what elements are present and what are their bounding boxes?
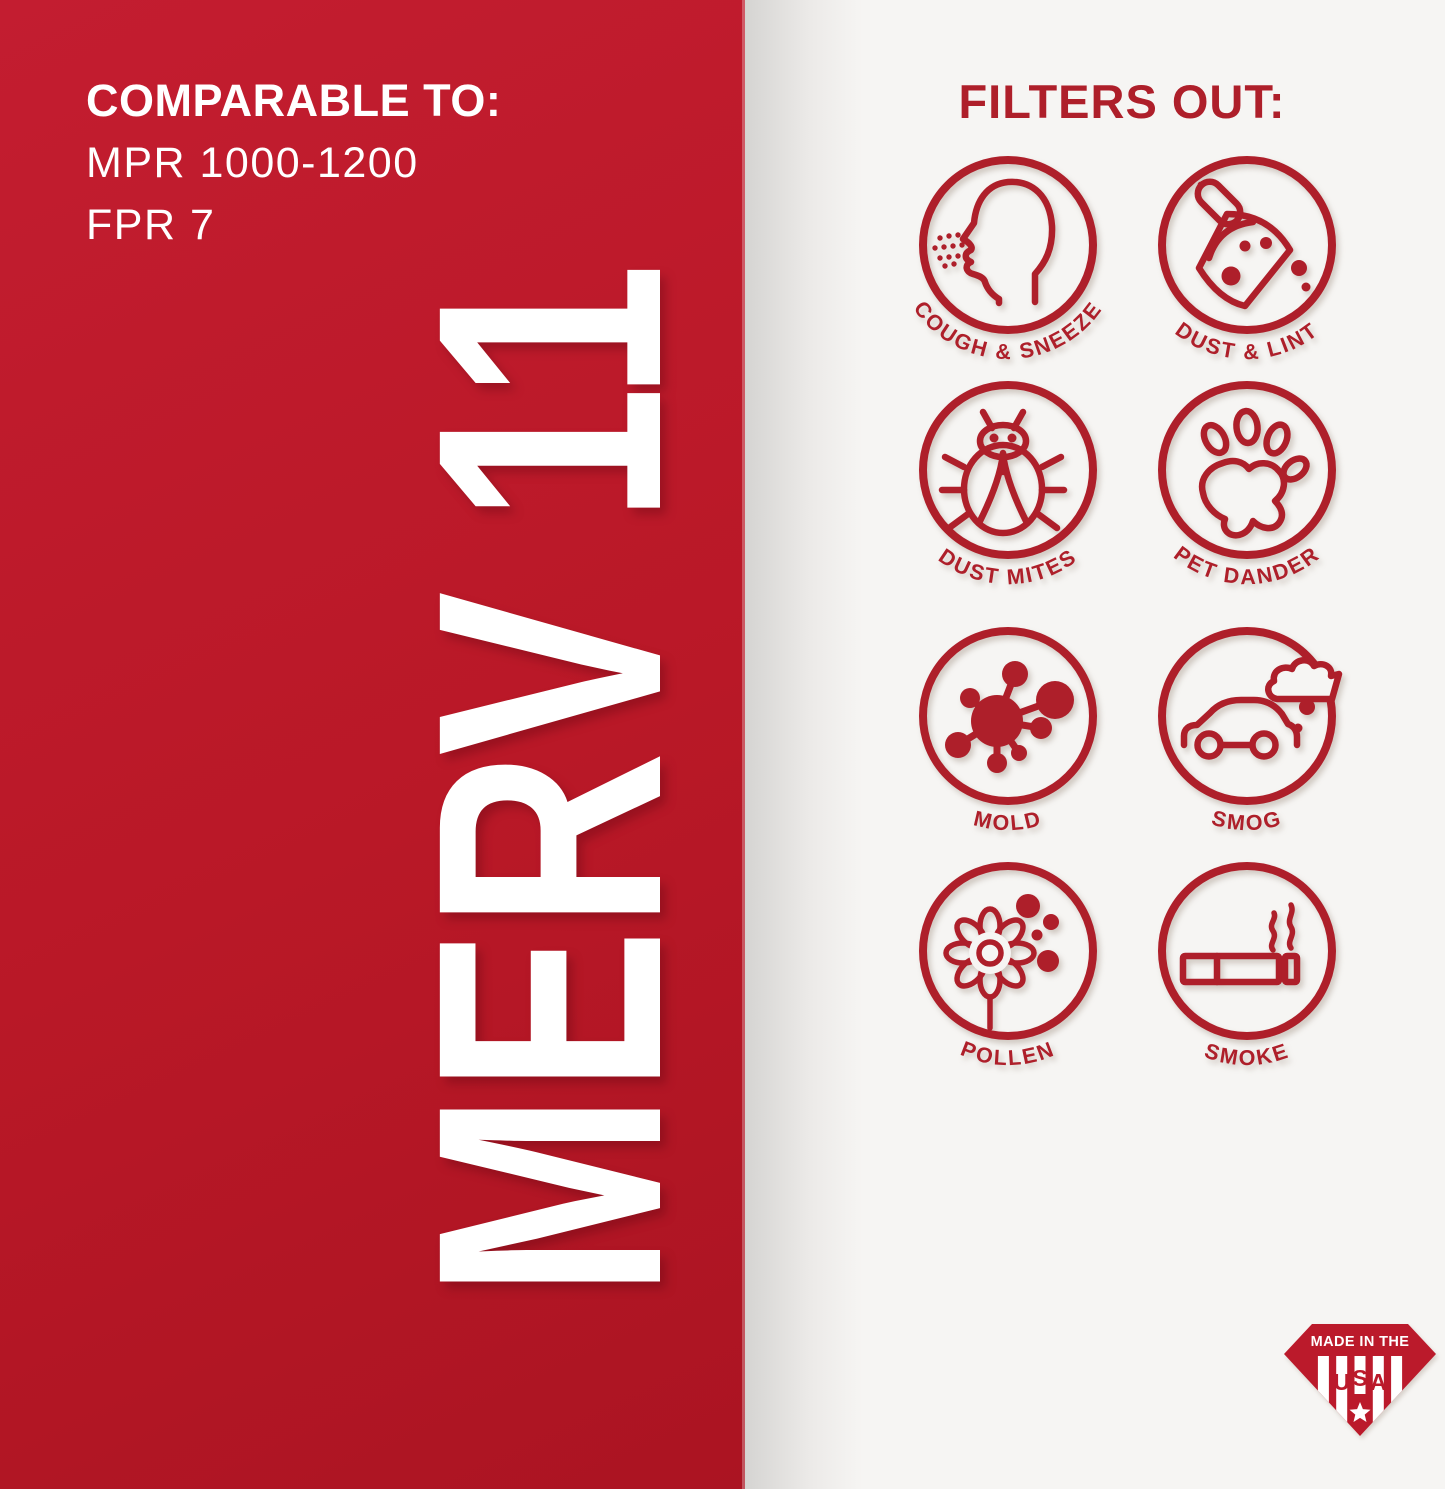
circle-ring xyxy=(1158,627,1336,805)
filter-item-mold: MOLD xyxy=(888,621,1128,856)
circle-ring xyxy=(919,627,1097,805)
filter-item-pet-dander: PET DANDER xyxy=(1127,375,1367,610)
filter-label: MOLD xyxy=(971,806,1044,835)
merv-rating-vertical-text: MERV 11 xyxy=(370,263,728,1298)
filter-item-pollen: POLLEN xyxy=(888,856,1128,1091)
comparable-line-fpr: FPR 7 xyxy=(86,201,216,249)
filter-label: PET DANDER xyxy=(1169,541,1324,589)
circle-ring xyxy=(1158,156,1336,334)
badge-letter-a: A xyxy=(1370,1369,1387,1395)
badge-letter-s: S xyxy=(1352,1365,1367,1391)
filter-label: SMOKE xyxy=(1202,1039,1293,1071)
filter-label: DUST & LINT xyxy=(1171,317,1323,364)
mold-icon: MOLD xyxy=(919,627,1097,835)
smoke-icon: SMOKE xyxy=(1158,862,1336,1071)
dust-dots xyxy=(1221,237,1311,292)
mold-spores xyxy=(945,661,1074,773)
filter-item-cough-sneeze: COUGH & SNEEZE xyxy=(888,150,1128,385)
filter-item-smoke: SMOKE xyxy=(1127,856,1367,1091)
dust-mites-icon: DUST MITES xyxy=(919,381,1097,589)
pet-dander-icon: PET DANDER xyxy=(1158,381,1336,589)
dust-lint-icon: DUST & LINT xyxy=(1158,156,1336,364)
pollen-icon: POLLEN xyxy=(919,862,1097,1071)
filter-label: DUST MITES xyxy=(934,544,1081,589)
panel-edge-shadow xyxy=(745,0,863,1489)
badge-letter-u: U xyxy=(1333,1369,1350,1395)
cough-sneeze-icon: COUGH & SNEEZE xyxy=(909,156,1105,364)
smog-icon: SMOG xyxy=(1158,627,1343,836)
left-red-panel: COMPARABLE TO: MPR 1000-1200 FPR 7 MERV … xyxy=(0,0,745,1489)
merv-rating-label: MERV 11 xyxy=(370,263,728,1298)
filter-item-dust-mites: DUST MITES xyxy=(888,375,1128,610)
filter-item-dust-lint: DUST & LINT xyxy=(1127,150,1367,385)
sneeze-spray-dots xyxy=(932,232,965,269)
filter-label: SMOG xyxy=(1209,806,1285,836)
star-icon xyxy=(1349,1402,1371,1422)
made-in-usa-badge: MADE IN THE U S A xyxy=(1284,1324,1436,1436)
flower-petals xyxy=(943,906,1037,1000)
comparable-line-mpr: MPR 1000-1200 xyxy=(86,139,419,187)
circle-ring xyxy=(1158,862,1336,1040)
filters-out-title: FILTERS OUT: xyxy=(958,75,1286,128)
filter-item-smog: SMOG xyxy=(1127,621,1367,856)
circle-ring xyxy=(1158,381,1336,559)
circle-ring xyxy=(919,381,1097,559)
circle-ring xyxy=(919,862,1097,1040)
circle-ring xyxy=(919,156,1097,334)
comparable-block: COMPARABLE TO: MPR 1000-1200 FPR 7 xyxy=(86,70,501,256)
filter-label: POLLEN xyxy=(957,1037,1058,1071)
pollen-dots xyxy=(1016,894,1059,972)
badge-stripes xyxy=(1317,1356,1403,1436)
comparable-title: COMPARABLE TO: xyxy=(86,75,502,126)
badge-top-text: MADE IN THE xyxy=(1311,1334,1410,1350)
